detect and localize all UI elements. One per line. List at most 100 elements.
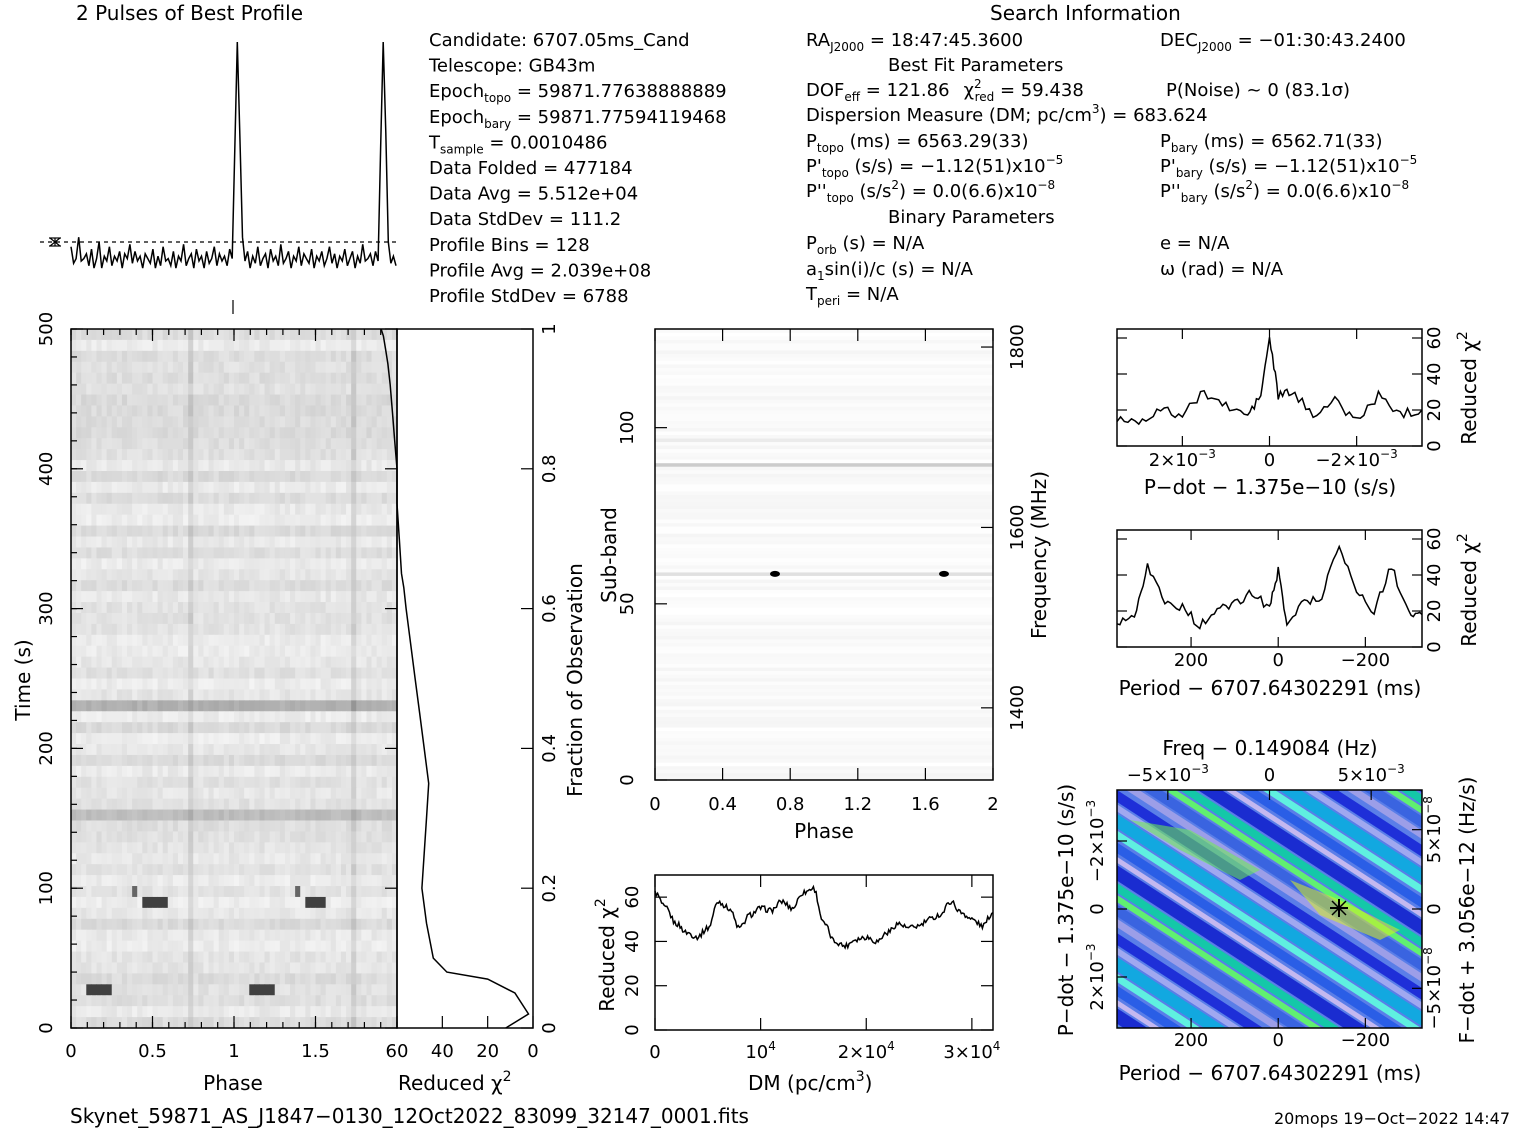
period-ticks: 200 0 −200 0 20 40 60 xyxy=(1117,528,1445,671)
redchi-time-frame xyxy=(396,328,534,1029)
svg-text:DM (pc/cm3): DM (pc/cm3) xyxy=(748,1069,872,1095)
dm-xtick: 0 xyxy=(649,1042,660,1063)
dm-entry: Dispersion Measure (DM; pc/cm3) = 683.62… xyxy=(806,102,1208,126)
footer-filename: Skynet_59871_AS_J1847−0130_12Oct2022_830… xyxy=(70,1104,749,1128)
pdot-ytick: 60 xyxy=(1424,327,1445,350)
period-xtick: 0 xyxy=(1272,650,1283,671)
redchi-time-ytick: 0.8 xyxy=(539,454,560,483)
redchi-time-xtick: 20 xyxy=(476,1041,499,1062)
period-ylabel: Reduced χ2 xyxy=(1455,533,1481,647)
info-row: Candidate: 6707.05ms_Cand xyxy=(429,30,690,51)
pdot-bary-entry: P'bary (s/s) = −1.12(51)x10−5 xyxy=(1160,153,1417,180)
ppdot-xtick: 200 xyxy=(1174,1030,1208,1051)
period-ytick: 60 xyxy=(1424,528,1445,551)
pdot-ytick: 40 xyxy=(1424,363,1445,386)
dof-chi-entry: DOFeff = 121.86 χ2 red = 59.438 P(Noise) ~… xyxy=(806,77,1350,104)
period-curve xyxy=(1116,544,1423,630)
subband-xlabel: Phase xyxy=(794,819,854,843)
info-row: Epochtopo = 59871.77638888889 xyxy=(429,81,727,105)
redchi-time-xtick: 40 xyxy=(431,1041,454,1062)
subband-xtick: 2 xyxy=(987,794,998,815)
pdot-xtick: 0 xyxy=(1264,450,1275,471)
dm-xtick: 104 xyxy=(745,1039,776,1063)
pdot-xtick: 2×10−3 xyxy=(1149,447,1216,471)
subband-ytick: 0 xyxy=(617,774,638,785)
period-ytick: 40 xyxy=(1424,564,1445,587)
time-phase-xtick: 1 xyxy=(228,1041,239,1062)
subband-xtick: 0.8 xyxy=(776,794,805,815)
pdot-ylabel: Reduced χ2 xyxy=(1455,331,1481,445)
period-ytick: 20 xyxy=(1424,600,1445,623)
subband-xtick: 1.6 xyxy=(911,794,940,815)
dm-ticks: 0 104 2×104 3×104 0 20 40 60 xyxy=(622,875,1000,1063)
dm-ytick: 60 xyxy=(622,886,643,909)
redchi-time-line xyxy=(380,328,530,1029)
pddot-topo-entry: P''topo (s/s2) = 0.0(6.6)x10−8 xyxy=(806,178,1055,205)
profile-title: 2 Pulses of Best Profile xyxy=(76,1,303,25)
pdot-xlabel: P−dot − 1.375e−10 (s/s) xyxy=(1144,475,1396,499)
svg-text:P'topo (s/s) = −1.12(51)x10−5: P'topo (s/s) = −1.12(51)x10−5 xyxy=(806,153,1063,180)
tperi-entry: Tperi = N/A xyxy=(805,284,899,308)
svg-text:Reduced χ2: Reduced χ2 xyxy=(1455,331,1481,445)
time-phase-heatmap xyxy=(71,329,398,1029)
ppdot-right-tick: 5×10−8 xyxy=(1421,796,1445,863)
time-phase-ticks: 0 0.5 1 1.5 0 100 200 300 400 500 xyxy=(36,312,398,1062)
time-phase-ytick: 0 xyxy=(36,1022,57,1033)
time-phase-ytick: 300 xyxy=(36,591,57,625)
pdot-ytick: 0 xyxy=(1424,440,1445,451)
omega-entry: ω (rad) = N/A xyxy=(1160,259,1284,280)
svg-text:DECJ2000 = −01:30:43.2400: DECJ2000 = −01:30:43.2400 xyxy=(1160,30,1406,54)
svg-text:Tperi = N/A: Tperi = N/A xyxy=(805,284,899,308)
dm-xtick: 3×104 xyxy=(943,1039,1000,1063)
info-row: Profile Bins = 128 xyxy=(429,235,590,256)
info-row: Data Folded = 477184 xyxy=(429,158,633,179)
dm-ylabel: Reduced χ2 xyxy=(593,898,619,1012)
pdot-ticks: 2×10−3 0 −2×10−3 0 20 40 60 xyxy=(1117,327,1445,471)
info-row: Telescope: GB43m xyxy=(428,56,595,77)
ppdot-ylabel: P−dot − 1.375e−10 (s/s) xyxy=(1054,784,1078,1036)
redchi-time-ylabel: Fraction of Observation xyxy=(563,563,587,797)
best-fit-title: Best Fit Parameters xyxy=(888,55,1063,76)
subband-ytick: 50 xyxy=(617,592,638,615)
p-noise: P(Noise) ~ 0 (83.1σ) xyxy=(1166,80,1350,101)
svg-text:Dispersion Measure (DM; pc/cm3: Dispersion Measure (DM; pc/cm3) = 683.62… xyxy=(806,102,1208,126)
subband-ylabel-right: Frequency (MHz) xyxy=(1027,471,1051,639)
time-phase-xtick: 1.5 xyxy=(301,1041,330,1062)
subband-ytick-right: 1400 xyxy=(1007,685,1028,731)
binary-parameters-title: Binary Parameters xyxy=(888,207,1055,228)
pdot-xtick: −2×10−3 xyxy=(1316,447,1398,471)
ppdot-top-tick: 0 xyxy=(1264,765,1275,786)
time-phase-ytick: 200 xyxy=(36,731,57,765)
redchi-time-ytick: 0 xyxy=(539,1022,560,1033)
time-phase-ytick: 400 xyxy=(36,452,57,486)
subband-heatmap xyxy=(655,329,993,781)
search-information-title: Search Information xyxy=(990,1,1181,25)
info-row: Epochbary = 59871.77594119468 xyxy=(429,107,727,131)
ppdot-top-label: Freq − 0.149084 (Hz) xyxy=(1162,736,1377,760)
svg-text:Reduced χ2: Reduced χ2 xyxy=(398,1069,512,1095)
dm-frame xyxy=(654,874,994,1031)
svg-text:Porb (s) = N/A: Porb (s) = N/A xyxy=(806,233,925,257)
time-phase-ylabel: Time (s) xyxy=(11,639,35,721)
period-xtick: −200 xyxy=(1341,650,1390,671)
info-row: Profile StdDev = 6788 xyxy=(429,286,629,307)
dm-ytick: 20 xyxy=(622,974,643,997)
period-ytick: 0 xyxy=(1424,641,1445,652)
svg-text:P'bary (s/s) = −1.12(51)x10−5: P'bary (s/s) = −1.12(51)x10−5 xyxy=(1160,153,1417,180)
ppdot-highlights xyxy=(1130,820,1400,940)
subband-ytick-right: 1800 xyxy=(1007,324,1028,370)
period-xtick: 200 xyxy=(1174,650,1208,671)
time-phase-xtick: 0 xyxy=(65,1041,76,1062)
svg-text:Reduced χ2: Reduced χ2 xyxy=(1455,533,1481,647)
subband-pulse xyxy=(770,570,780,577)
period-xlabel: Period − 6707.64302291 (ms) xyxy=(1119,676,1422,700)
redchi-time-xtick: 0 xyxy=(527,1041,538,1062)
info-row: Data StdDev = 111.2 xyxy=(429,209,621,230)
subband-ylabel: Sub-band xyxy=(597,507,621,603)
ppdot-right-tick: −5×10−8 xyxy=(1421,947,1445,1029)
ecc-entry: e = N/A xyxy=(1160,233,1230,254)
subband-xtick: 0.4 xyxy=(708,794,737,815)
dm-ytick: 40 xyxy=(622,930,643,953)
